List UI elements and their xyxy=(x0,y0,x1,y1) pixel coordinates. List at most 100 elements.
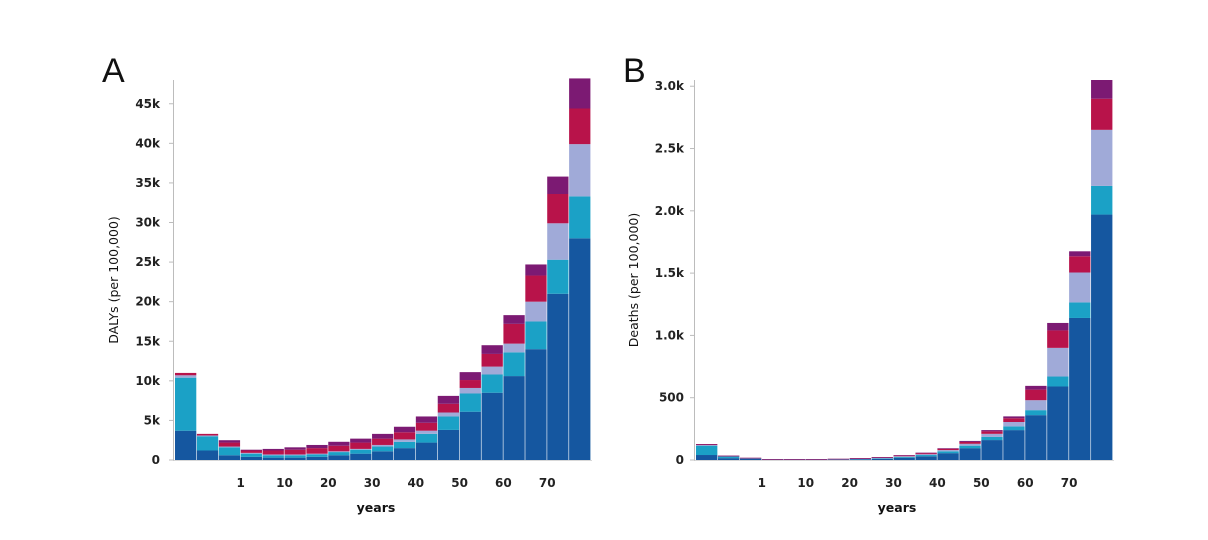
bar-80+-s4 xyxy=(1091,98,1113,130)
x-ticks-a: 1 10 20 30 40 50 60 70 xyxy=(237,476,556,490)
bar-70-74-s3 xyxy=(525,301,547,322)
bar-20-24-s3 xyxy=(306,453,328,455)
bar-70-74-s2 xyxy=(525,321,547,350)
bar-10-14-s5 xyxy=(262,448,284,451)
panel-label-b: B xyxy=(623,52,646,90)
y-tick-label: 2.5k xyxy=(655,142,685,156)
bar-40-44-s5 xyxy=(393,426,416,433)
x-tick-label: 20 xyxy=(320,476,337,490)
bars-b xyxy=(696,80,1113,461)
x-tick-label: 40 xyxy=(407,476,424,490)
bar-40-44-s4 xyxy=(915,453,937,455)
bars-a xyxy=(175,78,591,461)
bar-15-19-s3 xyxy=(284,454,306,456)
bar-25-29-s1 xyxy=(328,455,350,460)
y-axis-label-b: Deaths (per 100,000) xyxy=(626,213,641,347)
bar-40-44-s3 xyxy=(393,439,416,442)
bar-1-4-s5 xyxy=(739,457,762,459)
bar-35-39-s1 xyxy=(893,457,915,460)
bar-80+-s1 xyxy=(1091,214,1113,460)
x-ticks-b: 1 10 20 30 40 50 60 70 xyxy=(758,476,1078,490)
bar-65-69-s2 xyxy=(503,352,525,377)
bar-15-19-s5 xyxy=(805,459,828,460)
bar-45-49-s5 xyxy=(415,416,438,423)
bar-60-64-s5 xyxy=(481,345,503,354)
bar-15-19-s2 xyxy=(284,455,306,458)
bar-20-24-s5 xyxy=(827,458,850,460)
bar-45-49-s4 xyxy=(415,422,438,431)
bar-<1m-s3 xyxy=(175,375,197,378)
bar-35-39-s5 xyxy=(372,433,394,439)
bar-60-64-s5 xyxy=(1003,416,1025,419)
bar-5-9-s1 xyxy=(240,456,262,460)
bar-<1m-s4 xyxy=(696,444,718,446)
x-tick-label: 60 xyxy=(1017,476,1034,490)
bar-40-44-s5 xyxy=(915,452,937,454)
y-tick-label: 0 xyxy=(152,453,160,467)
y-tick-label: 15k xyxy=(135,334,161,348)
bar-80+-s2 xyxy=(569,196,591,239)
bar-10-14-s1 xyxy=(262,457,284,461)
bar-25-29-s2 xyxy=(328,452,350,456)
y-tick-label: 2.0k xyxy=(655,204,685,218)
bar-30-34-s1 xyxy=(350,453,372,460)
bar-55-59-s3 xyxy=(981,433,1003,437)
y-tick-label: 500 xyxy=(659,391,684,405)
bar-35-39-s5 xyxy=(893,455,915,456)
bar-75-79-s5 xyxy=(547,176,569,194)
bar-55-59-s1 xyxy=(459,411,481,460)
x-tick-label: 30 xyxy=(885,476,902,490)
bar-80+-s3 xyxy=(1091,129,1113,186)
bar-1-11m-s5 xyxy=(717,455,740,457)
bar-40-44-s3 xyxy=(915,454,937,456)
bar-45-49-s2 xyxy=(937,451,959,454)
bar-55-59-s4 xyxy=(981,431,1003,434)
x-tick-label: 40 xyxy=(929,476,946,490)
bar-1-11m-s1 xyxy=(717,458,740,460)
bar-55-59-s1 xyxy=(981,440,1003,460)
bar-45-49-s4 xyxy=(937,448,959,451)
bar-80+-s1 xyxy=(569,238,591,460)
bar-5-9-s2 xyxy=(240,453,262,457)
bar-35-39-s2 xyxy=(372,446,394,452)
bar-45-49-s3 xyxy=(415,430,438,434)
x-tick-label: 1 xyxy=(237,476,245,490)
bar-15-19-s4 xyxy=(284,449,306,455)
bar-60-64-s1 xyxy=(1003,430,1025,460)
y-tick-label: 1.5k xyxy=(655,266,685,280)
bar-55-59-s5 xyxy=(459,372,481,381)
bar-35-39-s2 xyxy=(893,456,915,458)
bar-75-79-s1 xyxy=(1069,317,1091,460)
y-tick-label: 40k xyxy=(135,136,161,150)
bar-70-74-s4 xyxy=(525,275,547,302)
bar-80+-s3 xyxy=(569,144,591,197)
bar-70-74-s4 xyxy=(1047,330,1069,348)
x-tick-label: 20 xyxy=(841,476,858,490)
bar-60-64-s2 xyxy=(1003,426,1025,431)
bar-5-9-s4 xyxy=(240,450,262,453)
bar-10-14-s5 xyxy=(783,459,806,460)
bar-30-34-s2 xyxy=(350,449,372,454)
bar-20-24-s1 xyxy=(306,456,328,460)
bar-50-54-s4 xyxy=(437,403,460,413)
bar-50-54-s5 xyxy=(437,395,460,404)
bar-45-49-s1 xyxy=(415,442,438,460)
bar-<1m-s5 xyxy=(696,444,718,445)
bar-25-29-s3 xyxy=(328,451,350,453)
bar-75-79-s2 xyxy=(1069,302,1091,318)
bar-70-74-s5 xyxy=(1047,322,1069,331)
bar-65-69-s3 xyxy=(503,343,525,353)
bar-75-79-s2 xyxy=(547,259,569,294)
bar-<1m-s4 xyxy=(175,372,197,376)
bar-35-39-s3 xyxy=(372,444,394,447)
panel-label-a: A xyxy=(102,52,125,90)
bar-35-39-s4 xyxy=(372,438,394,445)
bar-55-59-s5 xyxy=(981,430,1003,432)
bar-20-24-s4 xyxy=(306,448,328,454)
panel-b: B Deaths (per 100,000) years 0 500 1.0k 1.5… xyxy=(623,52,1114,515)
bar-25-29-s5 xyxy=(849,458,871,459)
x-tick-label: 70 xyxy=(539,476,556,490)
bar-15-19-s5 xyxy=(284,447,306,450)
bar-65-69-s5 xyxy=(503,315,525,324)
bar-30-34-s5 xyxy=(350,438,372,443)
